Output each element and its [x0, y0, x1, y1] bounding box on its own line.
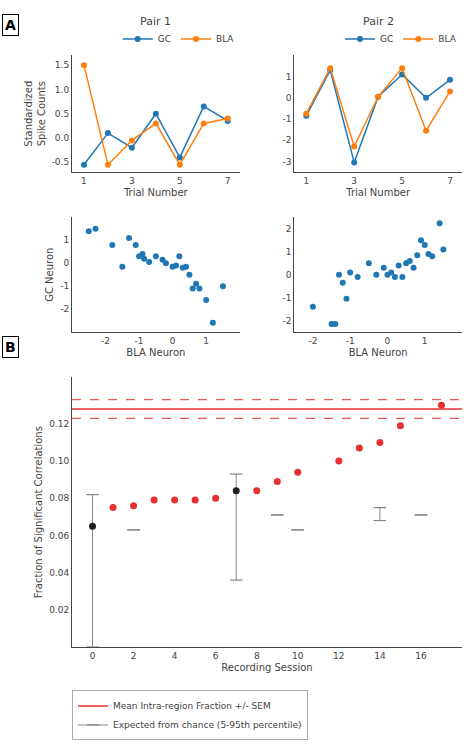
svg-text:-2: -2 — [308, 336, 317, 346]
svg-text:6: 6 — [213, 651, 219, 661]
svg-text:7: 7 — [447, 176, 453, 186]
svg-text:-2: -2 — [283, 316, 292, 326]
svg-text:A: A — [5, 17, 16, 33]
svg-text:-3: -3 — [283, 157, 292, 167]
svg-text:7: 7 — [225, 176, 231, 186]
svg-text:Trial Number: Trial Number — [123, 187, 189, 198]
svg-text:5: 5 — [399, 176, 405, 186]
svg-text:0: 0 — [63, 258, 69, 268]
svg-text:8: 8 — [254, 651, 260, 661]
svg-text:0.0: 0.0 — [55, 133, 70, 143]
svg-text:Recording Session: Recording Session — [221, 662, 312, 673]
svg-text:0: 0 — [286, 93, 292, 103]
svg-text:-0.5: -0.5 — [52, 157, 70, 167]
svg-text:2: 2 — [131, 651, 137, 661]
svg-text:-1: -1 — [283, 293, 292, 303]
svg-text:0.08: 0.08 — [49, 493, 69, 503]
svg-text:0.10: 0.10 — [49, 456, 69, 466]
svg-text:1.0: 1.0 — [55, 85, 70, 95]
svg-text:BLA Neuron: BLA Neuron — [126, 347, 185, 358]
svg-text:0.12: 0.12 — [49, 419, 69, 429]
svg-text:1: 1 — [203, 336, 209, 346]
svg-text:1: 1 — [81, 176, 87, 186]
svg-text:4: 4 — [172, 651, 178, 661]
svg-text:Mean Intra-region Fraction +/-: Mean Intra-region Fraction +/- SEM — [113, 701, 271, 711]
svg-text:GC Neuron: GC Neuron — [44, 248, 55, 302]
svg-text:0: 0 — [170, 336, 176, 346]
svg-text:Pair 2: Pair 2 — [363, 15, 394, 28]
svg-text:-2: -2 — [283, 135, 292, 145]
svg-text:3: 3 — [129, 176, 135, 186]
svg-text:0.02: 0.02 — [49, 605, 69, 615]
svg-text:0: 0 — [385, 336, 391, 346]
svg-text:1: 1 — [63, 235, 69, 245]
svg-text:12: 12 — [333, 651, 344, 661]
svg-text:0: 0 — [90, 651, 96, 661]
svg-text:1: 1 — [422, 336, 428, 346]
svg-text:-1: -1 — [346, 336, 355, 346]
svg-text:0.5: 0.5 — [55, 109, 69, 119]
svg-text:Pair 1: Pair 1 — [140, 15, 171, 28]
svg-text:1.5: 1.5 — [55, 60, 69, 70]
svg-text:1: 1 — [303, 176, 309, 186]
svg-text:Trial Number: Trial Number — [345, 187, 411, 198]
svg-text:1: 1 — [286, 72, 292, 82]
svg-text:GC: GC — [158, 34, 171, 44]
svg-text:2: 2 — [286, 224, 292, 234]
svg-text:0.06: 0.06 — [49, 531, 69, 541]
svg-text:-1: -1 — [60, 281, 69, 291]
svg-text:BLA: BLA — [438, 34, 456, 44]
svg-text:B: B — [5, 339, 16, 355]
svg-text:-1: -1 — [135, 336, 144, 346]
svg-text:3: 3 — [351, 176, 357, 186]
svg-text:-2: -2 — [101, 336, 110, 346]
svg-text:Fraction of Significant Correl: Fraction of Significant Correlations — [33, 426, 44, 598]
svg-text:5: 5 — [177, 176, 183, 186]
svg-text:0: 0 — [286, 270, 292, 280]
svg-text:StandardizedSpike Counts: StandardizedSpike Counts — [23, 81, 47, 147]
svg-text:BLA Neuron: BLA Neuron — [349, 347, 408, 358]
svg-text:GC: GC — [380, 34, 393, 44]
svg-text:Expected from chance (5-95th p: Expected from chance (5-95th percentile) — [113, 720, 301, 730]
svg-text:16: 16 — [415, 651, 427, 661]
svg-text:1: 1 — [286, 247, 292, 257]
svg-text:10: 10 — [292, 651, 304, 661]
svg-text:0.04: 0.04 — [49, 568, 69, 578]
svg-text:-2: -2 — [60, 304, 69, 314]
svg-text:BLA: BLA — [216, 34, 234, 44]
svg-text:14: 14 — [374, 651, 386, 661]
svg-text:-1: -1 — [283, 114, 292, 124]
